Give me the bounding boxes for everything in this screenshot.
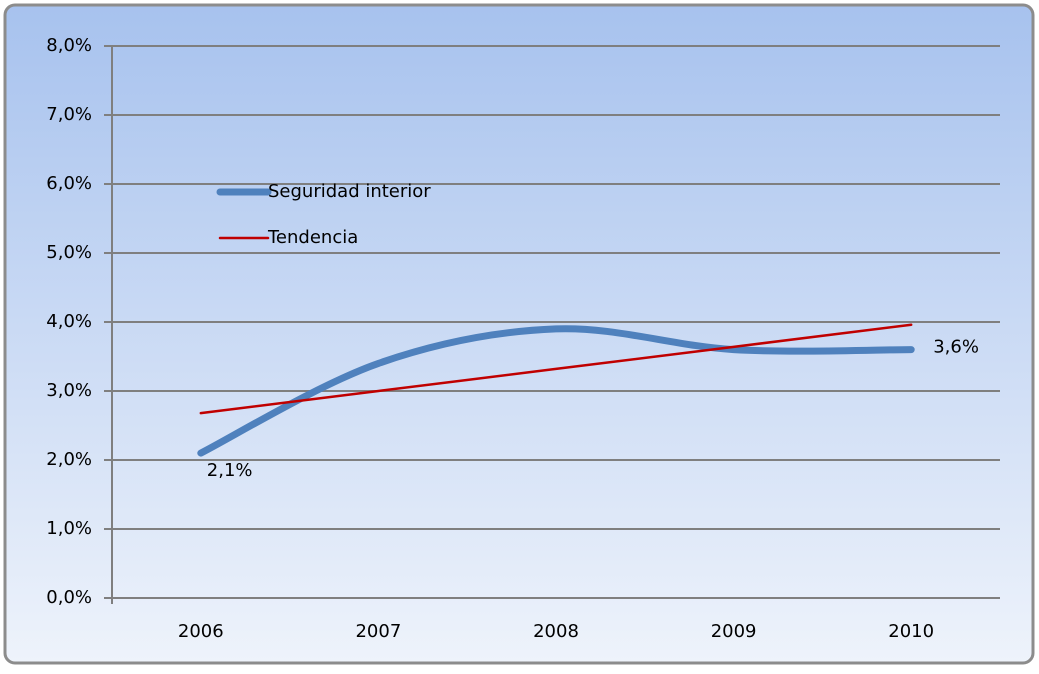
- y-tick-label: 1,0%: [46, 518, 92, 539]
- x-tick-label: 2006: [178, 621, 224, 642]
- y-tick-label: 7,0%: [46, 104, 92, 125]
- legend-label: Tendencia: [267, 227, 358, 248]
- x-tick-label: 2009: [711, 621, 757, 642]
- x-tick-label: 2007: [355, 621, 401, 642]
- x-tick-label: 2008: [533, 621, 579, 642]
- y-tick-label: 3,0%: [46, 380, 92, 401]
- data-label: 2,1%: [207, 460, 253, 481]
- series-line: [197, 325, 915, 457]
- y-tick-label: 4,0%: [46, 311, 92, 332]
- data-label: 3,6%: [933, 337, 979, 358]
- series-line: [199, 323, 913, 415]
- y-tick-label: 8,0%: [46, 35, 92, 56]
- y-tick-label: 5,0%: [46, 242, 92, 263]
- y-tick-label: 2,0%: [46, 449, 92, 470]
- legend-label: Seguridad interior: [268, 181, 431, 202]
- y-tick-label: 0,0%: [46, 587, 92, 608]
- y-tick-label: 6,0%: [46, 173, 92, 194]
- x-tick-label: 2010: [888, 621, 934, 642]
